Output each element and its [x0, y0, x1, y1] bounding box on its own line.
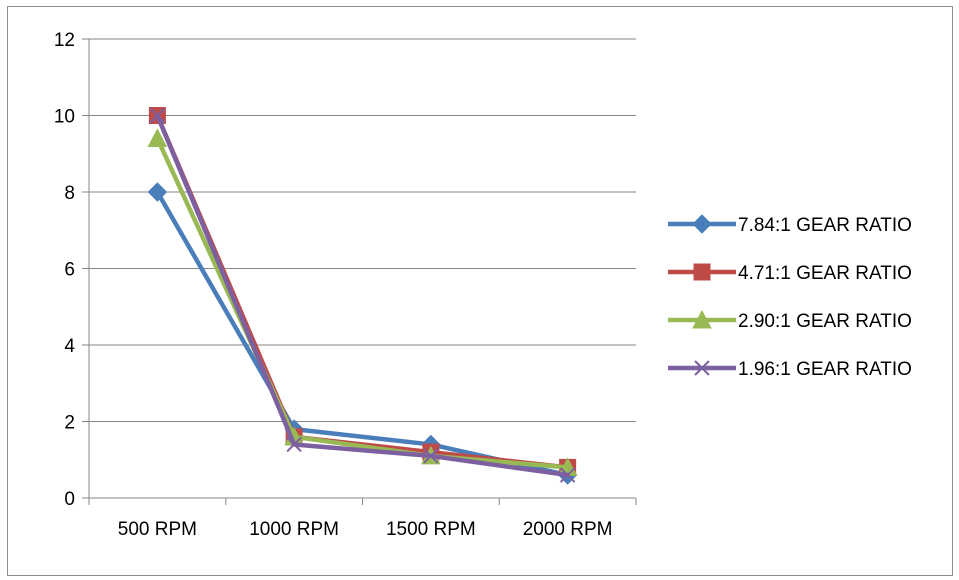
legend-label: 2.90:1 GEAR RATIO: [738, 311, 912, 332]
x-marker-stroke: [286, 436, 302, 453]
y-tick-label: 6: [64, 260, 75, 281]
x-marker-stroke: [559, 467, 576, 483]
legend-label: 1.96:1 GEAR RATIO: [738, 359, 912, 380]
legend-item: 4.71:1 GEAR RATIO: [668, 263, 912, 284]
series-4-point: [149, 107, 166, 124]
series-4-point: [286, 436, 302, 453]
y-tick-label: 12: [54, 30, 75, 51]
series-lines: [147, 107, 578, 485]
series-1-point: [147, 182, 168, 202]
y-tick-label: 2: [64, 413, 75, 434]
legend-label: 4.71:1 GEAR RATIO: [738, 263, 912, 284]
x-marker-stroke: [149, 107, 166, 124]
x-tick-label: 500 RPM: [118, 519, 197, 540]
series-4-point: [423, 448, 439, 464]
legend-item: 7.84:1 GEAR RATIO: [668, 214, 912, 236]
x-tick-label: 2000 RPM: [523, 519, 613, 540]
series-4-point: [559, 467, 576, 483]
chart-frame: [7, 6, 953, 576]
legend-label: 7.84:1 GEAR RATIO: [738, 215, 912, 236]
legend-swatch-marker: [693, 263, 711, 281]
legend-item: 1.96:1 GEAR RATIO: [668, 359, 912, 380]
series-2-line: [155, 113, 570, 470]
y-tick-label: 4: [64, 336, 75, 357]
legend-swatch-marker: [692, 214, 712, 234]
axes: 0 2 4 6 8 10 12 500 RPM 1000 RPM 1500 RPM 2000 RPM: [54, 30, 637, 540]
legend-swatch-marker: [692, 309, 712, 329]
series-1-line: [155, 189, 570, 478]
x-marker-stroke: [694, 360, 710, 376]
y-tick-label: 10: [54, 107, 75, 128]
legend: 7.84:1 GEAR RATIO 4.71:1 GEAR RATIO 2.90:1…: [668, 214, 912, 380]
x-tick-label: 1500 RPM: [386, 519, 476, 540]
y-tick-label: 8: [64, 183, 75, 204]
gridlines: [89, 38, 636, 422]
legend-item: 2.90:1 GEAR RATIO: [668, 309, 912, 332]
series-4-line: [155, 113, 570, 478]
series-3-point: [147, 128, 168, 147]
legend-swatch-marker: [694, 360, 710, 376]
y-tick-label: 0: [64, 489, 75, 510]
series-3-line: [155, 136, 570, 470]
x-marker-stroke: [423, 448, 439, 464]
x-tick-label: 1000 RPM: [249, 519, 339, 540]
